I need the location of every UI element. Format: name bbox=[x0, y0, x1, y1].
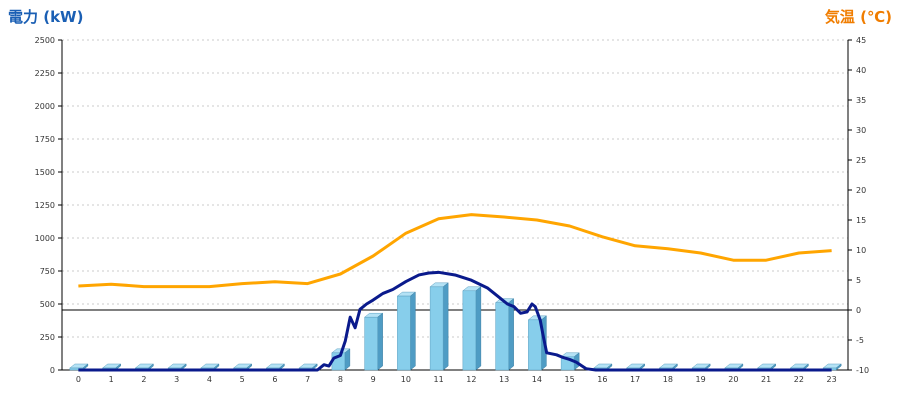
x-tick-label: 17 bbox=[630, 375, 640, 384]
x-tick-label: 9 bbox=[371, 375, 376, 384]
x-tick-label: 11 bbox=[434, 375, 444, 384]
left-tick-label: 750 bbox=[40, 267, 55, 276]
x-tick-label: 21 bbox=[761, 375, 771, 384]
power-line bbox=[78, 270, 832, 372]
x-tick-label: 13 bbox=[499, 375, 509, 384]
x-tick-label: 8 bbox=[338, 375, 343, 384]
temperature-line bbox=[78, 213, 832, 289]
right-tick-label: 5 bbox=[856, 276, 861, 285]
x-tick-label: 20 bbox=[728, 375, 738, 384]
right-tick-label: 15 bbox=[856, 216, 866, 225]
power-bar-front bbox=[462, 290, 477, 371]
right-tick-label: -10 bbox=[856, 366, 869, 375]
power-bar bbox=[462, 286, 482, 371]
right-tick-label: 0 bbox=[856, 306, 861, 315]
x-tick-label: 14 bbox=[532, 375, 542, 384]
power-bar-front bbox=[528, 319, 542, 371]
x-tick-label: 1 bbox=[109, 375, 114, 384]
x-tick-label: 4 bbox=[207, 375, 212, 384]
x-tick-label: 0 bbox=[76, 375, 81, 384]
power-bar-front bbox=[495, 302, 509, 371]
left-tick-label: 500 bbox=[40, 300, 55, 309]
right-tick-label: 30 bbox=[856, 126, 866, 135]
x-tick-label: 12 bbox=[466, 375, 476, 384]
power-bar bbox=[363, 312, 384, 371]
power-bar-front bbox=[429, 286, 444, 371]
power-bar-side bbox=[475, 286, 482, 371]
left-tick-label: 1750 bbox=[35, 135, 55, 144]
x-tick-label: 3 bbox=[174, 375, 179, 384]
right-tick-label: 45 bbox=[856, 36, 866, 45]
power-bar bbox=[396, 291, 417, 371]
power-bar bbox=[494, 298, 515, 371]
right-tick-label: 40 bbox=[856, 66, 866, 75]
x-tick-label: 5 bbox=[240, 375, 245, 384]
power-bar-side bbox=[508, 298, 514, 371]
power-bar bbox=[429, 282, 449, 371]
power-bar-front bbox=[364, 316, 378, 371]
right-tick-label: 10 bbox=[856, 246, 866, 255]
x-tick-label: 2 bbox=[141, 375, 146, 384]
left-tick-label: 1250 bbox=[35, 201, 55, 210]
left-tick-label: 2250 bbox=[35, 69, 55, 78]
left-tick-label: 0 bbox=[50, 366, 55, 375]
right-tick-label: 25 bbox=[856, 156, 866, 165]
power-bar-front bbox=[397, 295, 411, 371]
right-axis-title: 気温 (℃) bbox=[824, 8, 892, 26]
left-tick-label: 1000 bbox=[35, 234, 55, 243]
power-bar-side bbox=[410, 291, 416, 371]
power-bar-side bbox=[377, 312, 383, 371]
left-axis-title: 電力 (kW) bbox=[8, 8, 84, 26]
x-tick-label: 18 bbox=[663, 375, 673, 384]
right-tick-label: -5 bbox=[856, 336, 864, 345]
left-tick-label: 2500 bbox=[35, 36, 55, 45]
x-tick-label: 15 bbox=[565, 375, 575, 384]
x-tick-label: 19 bbox=[696, 375, 706, 384]
x-tick-label: 10 bbox=[401, 375, 411, 384]
left-tick-label: 1500 bbox=[35, 168, 55, 177]
x-tick-label: 16 bbox=[597, 375, 607, 384]
x-tick-label: 7 bbox=[305, 375, 310, 384]
power-bar bbox=[69, 363, 89, 371]
power-bar-side bbox=[442, 282, 449, 371]
power-bar-side bbox=[344, 348, 351, 371]
right-tick-label: 20 bbox=[856, 186, 866, 195]
x-tick-label: 6 bbox=[272, 375, 277, 384]
x-tick-label: 22 bbox=[794, 375, 804, 384]
left-tick-label: 250 bbox=[40, 333, 55, 342]
x-tick-label: 23 bbox=[827, 375, 837, 384]
right-tick-label: 35 bbox=[856, 96, 866, 105]
left-tick-label: 2000 bbox=[35, 102, 55, 111]
